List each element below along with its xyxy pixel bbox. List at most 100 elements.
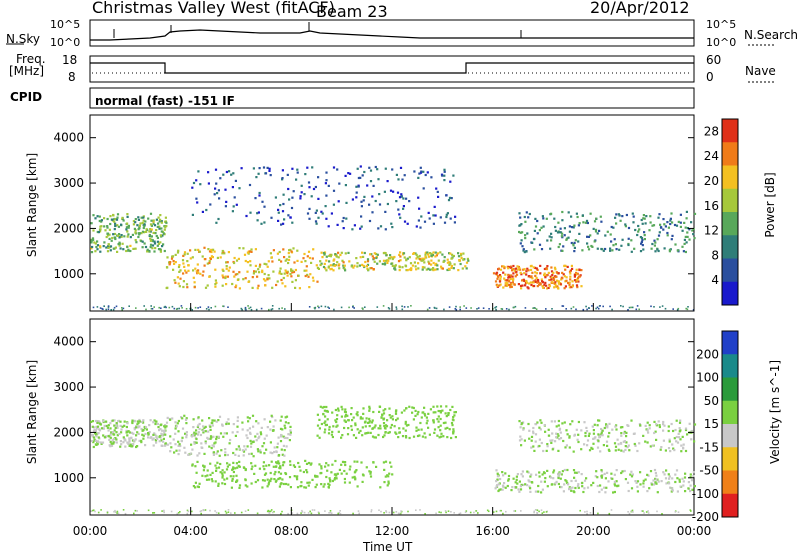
data-cell-1-2-220 <box>270 460 273 463</box>
nsky-trace <box>90 29 694 41</box>
data-cell-0-1-26 <box>253 270 256 273</box>
colorbar-tick-1-4: -15 <box>699 440 719 454</box>
colorbar-tick-1-7: -200 <box>692 510 719 524</box>
data-cell-1-2-47 <box>384 475 387 478</box>
data-cell-1-0-126 <box>96 443 99 446</box>
data-cell-0-3-229 <box>321 212 324 215</box>
xtick-label-5: 20:00 <box>576 524 611 538</box>
data-cell-0-2-52 <box>418 254 421 258</box>
data-cell-1-3-43 <box>396 417 399 420</box>
ground-cell-0-52 <box>596 306 599 309</box>
data-cell-0-1-67 <box>201 274 204 277</box>
data-cell-1-4-169 <box>560 473 563 476</box>
data-cell-1-3-141 <box>363 421 367 424</box>
data-cell-1-4-4 <box>650 482 653 485</box>
data-cell-1-0-63 <box>147 436 150 439</box>
ground-cell-1-92 <box>309 510 311 513</box>
data-cell-1-2-246 <box>306 481 309 484</box>
data-cell-1-5-136 <box>588 449 592 452</box>
data-cell-1-4-86 <box>522 483 525 487</box>
data-cell-1-3-182 <box>361 417 364 420</box>
data-cell-1-0-101 <box>99 441 102 444</box>
colorbar-swatch-0-0 <box>722 119 738 143</box>
data-cell-0-5-34 <box>686 231 689 234</box>
ground-cell-1-104 <box>445 511 447 514</box>
data-cell-1-1-197 <box>170 446 173 449</box>
data-cell-1-3-79 <box>316 424 320 427</box>
data-cell-1-0-170 <box>123 420 126 423</box>
data-cell-0-5-129 <box>631 212 634 215</box>
data-cell-0-3-236 <box>332 203 335 206</box>
data-cell-0-0-148 <box>112 233 115 236</box>
data-cell-0-3-26 <box>209 203 212 206</box>
data-cell-0-2-192 <box>430 252 433 255</box>
ground-cell-1-116 <box>310 512 313 515</box>
data-cell-0-0-251 <box>142 216 145 219</box>
data-cell-1-4-82 <box>681 477 684 480</box>
data-cell-1-5-164 <box>614 425 617 428</box>
data-cell-1-4-31 <box>592 481 595 484</box>
data-cell-0-5-78 <box>658 231 661 234</box>
data-cell-1-5-201 <box>546 443 549 446</box>
data-cell-0-2-156 <box>371 255 374 258</box>
data-cell-1-2-24 <box>318 463 321 466</box>
data-cell-0-1-40 <box>312 248 315 251</box>
ground-cell-0-78 <box>428 307 431 309</box>
data-cell-0-3-196 <box>232 172 235 175</box>
data-cell-0-5-152 <box>669 219 672 222</box>
data-cell-1-2-104 <box>303 486 306 489</box>
data-cell-0-4-257 <box>553 266 557 269</box>
data-cell-0-2-230 <box>434 255 437 258</box>
data-cell-1-5-214 <box>527 422 530 426</box>
data-cell-0-2-20 <box>457 255 461 258</box>
data-cell-0-5-4 <box>522 249 525 252</box>
data-cell-1-5-189 <box>642 434 645 437</box>
data-cell-0-5-101 <box>541 215 544 218</box>
data-cell-1-4-90 <box>594 475 597 478</box>
data-cell-1-4-184 <box>520 483 523 486</box>
data-cell-0-0-236 <box>110 218 113 221</box>
data-cell-0-1-203 <box>270 256 273 259</box>
data-cell-0-0-147 <box>99 228 102 231</box>
ground-cell-1-101 <box>370 510 373 513</box>
data-cell-0-5-81 <box>538 229 541 232</box>
data-cell-1-3-212 <box>320 422 323 426</box>
data-cell-0-0-129 <box>148 250 151 253</box>
data-cell-0-2-171 <box>430 268 434 271</box>
data-cell-0-3-245 <box>454 215 457 218</box>
data-cell-0-3-216 <box>402 207 405 210</box>
data-cell-0-0-121 <box>96 240 99 243</box>
data-cell-0-2-24 <box>325 255 328 258</box>
data-cell-1-5-123 <box>538 438 541 441</box>
data-cell-0-5-50 <box>651 224 654 227</box>
data-cell-0-1-119 <box>213 250 216 253</box>
data-cell-0-2-221 <box>382 259 386 262</box>
ground-cell-0-174 <box>454 308 457 310</box>
data-cell-1-5-97 <box>593 423 596 426</box>
data-cell-0-2-173 <box>467 259 470 262</box>
data-cell-0-5-183 <box>627 243 630 247</box>
data-cell-0-2-235 <box>329 264 332 267</box>
data-cell-0-3-248 <box>402 205 405 208</box>
data-cell-0-1-50 <box>225 261 228 264</box>
ground-cell-0-63 <box>348 306 350 309</box>
data-cell-0-5-16 <box>620 244 623 247</box>
data-cell-1-3-201 <box>391 415 394 418</box>
data-cell-1-2-72 <box>211 471 214 474</box>
data-cell-1-1-104 <box>269 451 272 454</box>
data-cell-0-4-209 <box>497 284 500 287</box>
data-cell-1-5-19 <box>568 435 571 438</box>
ground-cell-0-7 <box>501 308 504 310</box>
data-cell-0-4-213 <box>550 278 553 281</box>
ground-cell-0-38 <box>677 307 680 310</box>
data-cell-0-3-80 <box>417 219 420 222</box>
ground-cell-1-51 <box>100 509 102 511</box>
data-cell-0-3-69 <box>219 177 222 180</box>
data-cell-0-2-256 <box>362 264 365 268</box>
ground-cell-1-59 <box>541 512 544 514</box>
data-cell-1-4-212 <box>565 480 568 483</box>
data-cell-1-2-98 <box>246 485 249 488</box>
data-cell-0-2-63 <box>320 262 323 265</box>
ground-cell-1-142 <box>94 510 96 513</box>
ground-cell-0-60 <box>463 305 465 307</box>
